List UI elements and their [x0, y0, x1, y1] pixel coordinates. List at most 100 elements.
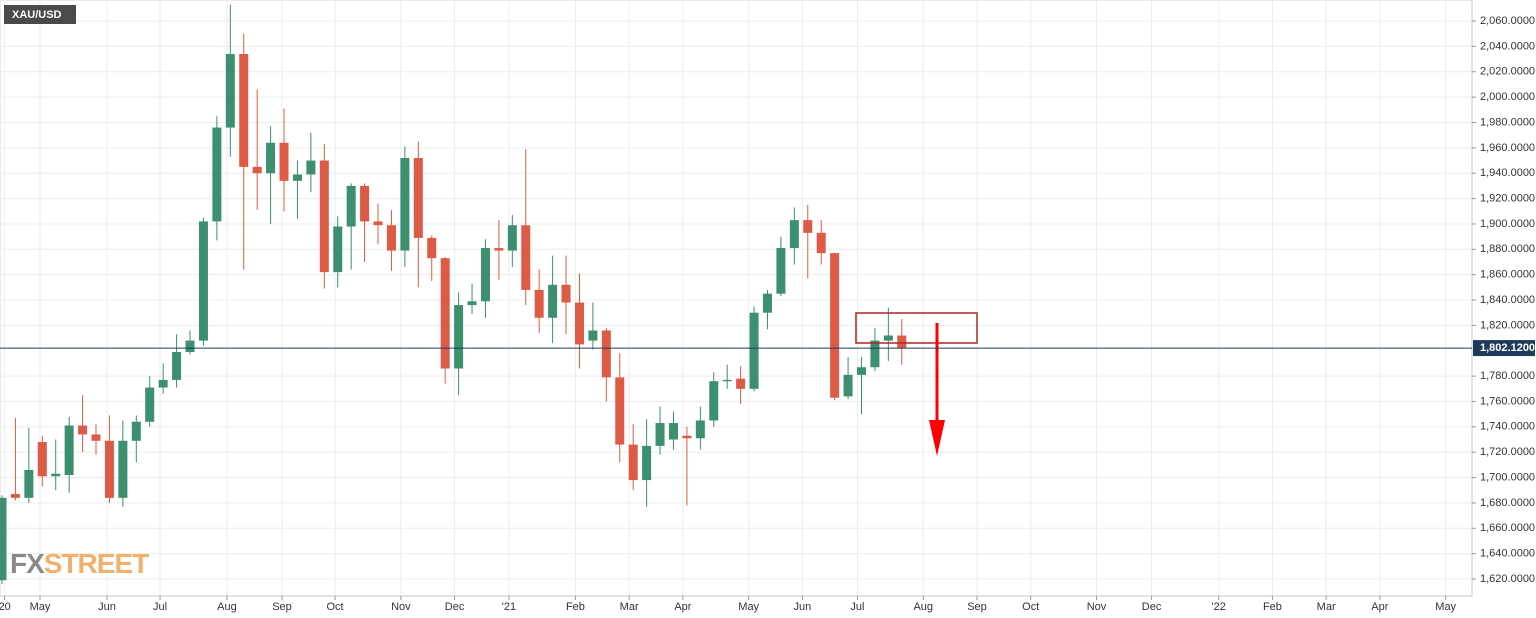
y-tick-label: 1,660.0000 [1480, 522, 1535, 534]
candle-body [749, 312, 759, 389]
candle-body [51, 473, 61, 477]
candle-body [91, 434, 101, 441]
candle-body [158, 379, 168, 388]
x-tick-label: Nov [391, 601, 411, 613]
x-tick-label: Jun [794, 601, 812, 613]
candle-body [870, 340, 880, 368]
y-tick-label: 1,740.0000 [1480, 421, 1535, 433]
x-tick-label: May [1435, 601, 1456, 613]
candle-body [897, 335, 907, 349]
candle-body [212, 127, 222, 222]
y-tick-label: 1,640.0000 [1480, 548, 1535, 560]
candle-body [601, 330, 611, 378]
candle-body [642, 445, 652, 481]
y-tick-label: 1,680.0000 [1480, 497, 1535, 509]
candle-body [279, 142, 289, 181]
candle-body [346, 185, 356, 227]
candle-body [628, 444, 638, 481]
watermark-street: STREET [44, 548, 149, 579]
candle-body [789, 220, 799, 249]
candle-body [333, 226, 343, 273]
candle-body [292, 174, 302, 181]
last-price-badge [1473, 340, 1535, 357]
candles [0, 4, 907, 585]
y-tick-label: 1,900.0000 [1480, 218, 1535, 230]
y-tick-label: 1,840.0000 [1480, 294, 1535, 306]
candle-body [104, 440, 114, 498]
candle-body [10, 494, 20, 498]
watermark: FXSTREET [10, 548, 149, 579]
candle-body [494, 248, 504, 251]
candle-body [239, 54, 249, 167]
candle-body [776, 248, 786, 294]
candle-body [306, 160, 316, 175]
candle-body [722, 379, 732, 382]
x-tick-label: Oct [326, 601, 343, 613]
candle-body [816, 232, 826, 254]
y-tick-label: 1,760.0000 [1480, 395, 1535, 407]
candle-body [709, 381, 719, 421]
last-price-label: 1,802.1200 [1480, 342, 1535, 354]
plot-area [0, 0, 1473, 597]
y-tick-label: 1,960.0000 [1480, 142, 1535, 154]
candle-body [548, 284, 558, 318]
candle-body [843, 374, 853, 397]
x-tick-label: '22 [1212, 601, 1226, 613]
x-tick-label: Feb [1263, 601, 1282, 613]
x-tick-label: Oct [1022, 601, 1039, 613]
candle-body [252, 166, 262, 174]
candle-body [24, 469, 34, 498]
candle-body [480, 248, 490, 302]
y-tick-label: 1,820.0000 [1480, 319, 1535, 331]
x-tick-label: 20 [0, 601, 11, 613]
y-tick-label: 2,000.0000 [1480, 91, 1535, 103]
y-tick-label: 1,620.0000 [1480, 573, 1535, 585]
arrow-head [929, 420, 945, 456]
candle-body [145, 387, 155, 422]
x-tick-label: Aug [913, 601, 933, 613]
candle-body [588, 330, 598, 341]
x-tick-label: '21 [502, 601, 516, 613]
x-tick-label: Aug [217, 601, 237, 613]
candle-body [856, 367, 866, 375]
candle-body [534, 289, 544, 318]
x-tick-label: Dec [445, 601, 465, 613]
candle-body [736, 378, 746, 389]
x-tick-label: May [30, 601, 51, 613]
candle-body [386, 225, 396, 251]
y-tick-label: 1,700.0000 [1480, 471, 1535, 483]
y-tick-label: 1,720.0000 [1480, 446, 1535, 458]
candle-body [266, 142, 276, 174]
candle-body [615, 377, 625, 445]
x-tick-label: May [738, 601, 759, 613]
candle-body [373, 221, 383, 226]
x-tick-label: Jul [153, 601, 167, 613]
y-tick-label: 1,940.0000 [1480, 167, 1535, 179]
candle-body [198, 221, 208, 341]
x-tick-label: Jul [850, 601, 864, 613]
candle-body [507, 225, 517, 251]
candle-body [561, 284, 571, 303]
x-tick-label: Mar [1317, 601, 1336, 613]
candle-body [185, 340, 195, 353]
x-tick-label: Apr [1371, 601, 1388, 613]
candle-body [0, 497, 7, 581]
candle-body [467, 301, 477, 306]
candle-body [360, 185, 370, 222]
candle-body [883, 335, 893, 341]
x-tick-label: Nov [1087, 601, 1107, 613]
candle-body [64, 425, 74, 476]
candle-body [400, 158, 410, 251]
x-tick-label: Apr [674, 601, 691, 613]
candle-body [440, 258, 450, 369]
candle-body [131, 421, 141, 441]
candle-body [830, 253, 840, 398]
x-tick-label: Feb [566, 601, 585, 613]
x-tick-label: Mar [620, 601, 639, 613]
y-tick-label: 1,780.0000 [1480, 370, 1535, 382]
candle-body [668, 423, 678, 440]
highlight-box [855, 312, 978, 344]
x-tick-label: Sep [272, 601, 292, 613]
candle-body [78, 425, 88, 435]
